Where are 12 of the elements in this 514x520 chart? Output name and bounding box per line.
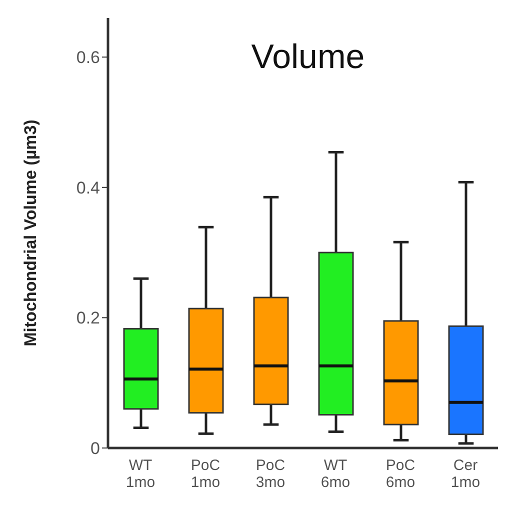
y-tick-label: 0.4: [76, 178, 100, 198]
text: Volume: [250, 38, 366, 77]
y-tick-label: 0.6: [76, 48, 100, 68]
x-tick-label: PoC 3mo: [256, 457, 286, 491]
x-tick-label: WT 1mo: [126, 457, 156, 491]
x-tick-label: PoC 6mo: [386, 457, 416, 491]
y-axis-title: Mitochondrial Volume (µm3): [21, 120, 40, 346]
x-tick-label: WT 6mo: [320, 457, 350, 491]
y-tick-label: 0: [90, 439, 100, 458]
y-tick-label: 0.2: [76, 308, 100, 328]
x-tick-label: Cer 1mo: [450, 457, 480, 491]
x-tick-label: PoC 1mo: [190, 457, 220, 491]
